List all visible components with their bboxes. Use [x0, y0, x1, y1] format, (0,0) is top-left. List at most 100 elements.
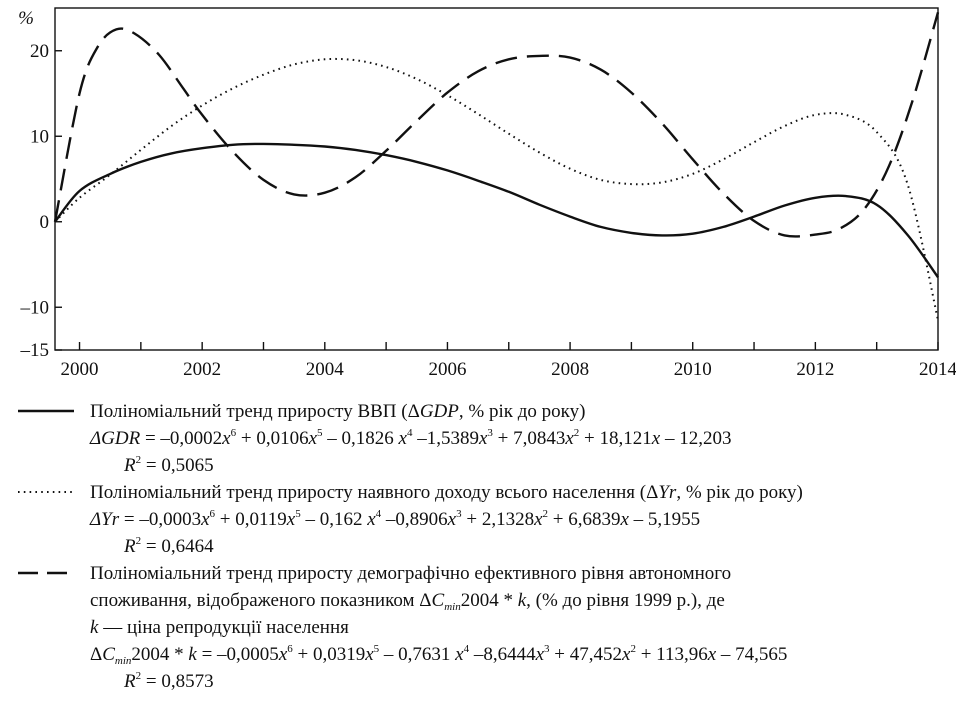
eq-term: + 47,452: [549, 644, 622, 665]
eq-exponent: 4: [463, 643, 470, 655]
eq-term: + 113,96: [635, 644, 708, 665]
eq-term: – 74,565: [716, 644, 788, 665]
eq-exponent: 5: [373, 643, 380, 655]
eq-term: – 0,162: [300, 509, 368, 530]
eq-term: – 5,1955: [628, 509, 701, 530]
legend-swatch-dashed: [18, 571, 74, 575]
eq-variable: x: [622, 644, 631, 665]
eq-term: + 6,6839: [548, 509, 621, 530]
eq-variable: x: [455, 644, 464, 665]
x-tick-label: 2000: [61, 359, 99, 380]
eq-term: + 18,121: [579, 428, 652, 449]
eq-variable: x: [398, 428, 407, 449]
eq-variable: x: [201, 509, 210, 530]
trend-chart: –15 –10 0 10 20% 2000 2002 2004 2006 2008 2010 2012…: [18, 7, 956, 380]
legend-swatch-dotted: [18, 491, 74, 493]
legend-title-cmin-3: k — ціна репродукції населення: [0, 614, 956, 641]
eq-exponent: 2: [573, 427, 580, 439]
eq-term: = –0,0002: [140, 428, 223, 449]
legend-title-yr: Поліноміальний тренд приросту наявного д…: [90, 482, 803, 503]
eq-variable: x: [308, 428, 318, 449]
eq-exponent: 4: [406, 427, 413, 439]
equation-gdp: ΔGDR = –0,0002x6 + 0,0106x5 – 0,1826 x4 …: [0, 425, 956, 452]
eq-variable: x: [286, 509, 296, 530]
legend-title-cmin-3-text: k — ціна репродукції населення: [90, 617, 349, 638]
eq-exponent: 3: [487, 427, 493, 439]
x-tick-label: 2004: [306, 359, 345, 380]
legend-title-cmin-2: споживання, відображеного показником ΔCm…: [0, 587, 956, 614]
x-tick-label: 2010: [674, 359, 712, 380]
legend-title-cmin-1: Поліноміальний тренд приросту демографіч…: [90, 563, 732, 584]
y-tick-label: 20: [30, 41, 49, 62]
eq-variable: x: [365, 644, 374, 665]
legend-entry-cmin: Поліноміальний тренд приросту демографіч…: [0, 560, 956, 587]
eq-exponent: 6: [209, 508, 216, 520]
chart-axes: [54, 7, 939, 351]
legend: Поліноміальний тренд приросту ВВП (ΔGDP,…: [0, 398, 956, 695]
eq-exponent: 3: [456, 508, 462, 520]
eq-term: + 0,0106: [236, 428, 309, 449]
eq-variable: x: [447, 509, 457, 530]
eq-term: – 0,7631: [379, 644, 456, 665]
x-tick-label: 2014: [919, 359, 956, 380]
plot-frame: [54, 7, 939, 351]
series-yr-line: [54, 57, 939, 321]
eq-variable: x: [535, 644, 545, 665]
r2-gdp-text: R2 = 0,5065: [124, 454, 214, 477]
legend-swatch-solid: [18, 409, 74, 413]
chart-tick-labels: –15 –10 0 10 20% 2000 2002 2004 2006 2008 2010 2012…: [18, 8, 956, 380]
eq-exponent: 4: [375, 508, 382, 520]
legend-title-cmin-2-text: споживання, відображеного показником ΔCm…: [90, 590, 725, 613]
eq-exponent: 5: [295, 508, 301, 520]
eq-exponent: 6: [287, 643, 293, 655]
series-gdp-line: [54, 142, 939, 278]
eq-exponent: 2: [630, 643, 636, 655]
eq-variable: x: [278, 644, 288, 665]
equation-cmin-text: ΔCmin2004 * k = –0,0005x6 + 0,0319x5 – 0…: [90, 643, 788, 667]
y-tick-label: 10: [30, 126, 49, 147]
equation-gdp-text: ΔGDR = –0,0002x6 + 0,0106x5 – 0,1826 x4 …: [90, 427, 732, 450]
eq-term: + 7,0843: [492, 428, 566, 449]
equation-yr-text: ΔYr = –0,0003x6 + 0,0119x5 – 0,162 x4 –0…: [90, 508, 701, 531]
eq-term: –0,8906: [381, 509, 448, 530]
eq-variable: x: [534, 509, 543, 530]
r2-yr-text: R2 = 0,6464: [124, 535, 214, 558]
eq-variable: x: [222, 428, 231, 449]
x-tick-label: 2002: [183, 359, 221, 380]
eq-variable: x: [651, 428, 661, 449]
eq-term: + 2,1328: [461, 509, 535, 530]
y-tick-label: 0: [40, 212, 50, 233]
y-tick-label: –10: [20, 297, 50, 318]
r2-yr: R2 = 0,6464: [0, 533, 956, 560]
eq-variable: x: [620, 509, 629, 530]
equation-cmin: ΔCmin2004 * k = –0,0005x6 + 0,0319x5 – 0…: [0, 641, 956, 668]
eq-variable: x: [565, 428, 574, 449]
eq-term: –1,5389: [412, 428, 479, 449]
y-tick-label: –15: [20, 340, 50, 361]
equation-yr: ΔYr = –0,0003x6 + 0,0119x5 – 0,162 x4 –0…: [0, 506, 956, 533]
r2-cmin-text: R2 = 0,8573: [124, 670, 214, 693]
x-tick-label: 2008: [551, 359, 589, 380]
eq-exponent: 2: [542, 508, 549, 520]
eq-term: – 12,203: [660, 428, 732, 449]
eq-term: –8,6444: [469, 644, 536, 665]
eq-exponent: 6: [230, 427, 237, 439]
eq-variable: x: [478, 428, 488, 449]
y-axis-label: %: [18, 8, 34, 29]
eq-variable: x: [707, 644, 717, 665]
eq-variable: x: [367, 509, 376, 530]
eq-exponent: 5: [317, 427, 323, 439]
eq-exponent: 3: [544, 643, 550, 655]
x-tick-label: 2006: [428, 359, 466, 380]
x-tick-label: 2012: [796, 359, 834, 380]
eq-term: – 0,1826: [322, 428, 399, 449]
eq-term: = –0,0005: [196, 644, 279, 665]
legend-entry-gdp: Поліноміальний тренд приросту ВВП (ΔGDP,…: [0, 398, 956, 425]
eq-term: = –0,0003: [119, 509, 202, 530]
series-cmin-line: [53, 11, 940, 238]
legend-title-gdp: Поліноміальний тренд приросту ВВП (ΔGDP,…: [90, 401, 586, 422]
legend-entry-yr: Поліноміальний тренд приросту наявного д…: [0, 479, 956, 506]
chart-series: [53, 11, 940, 321]
r2-gdp: R2 = 0,5065: [0, 452, 956, 479]
r2-cmin: R2 = 0,8573: [0, 668, 956, 695]
